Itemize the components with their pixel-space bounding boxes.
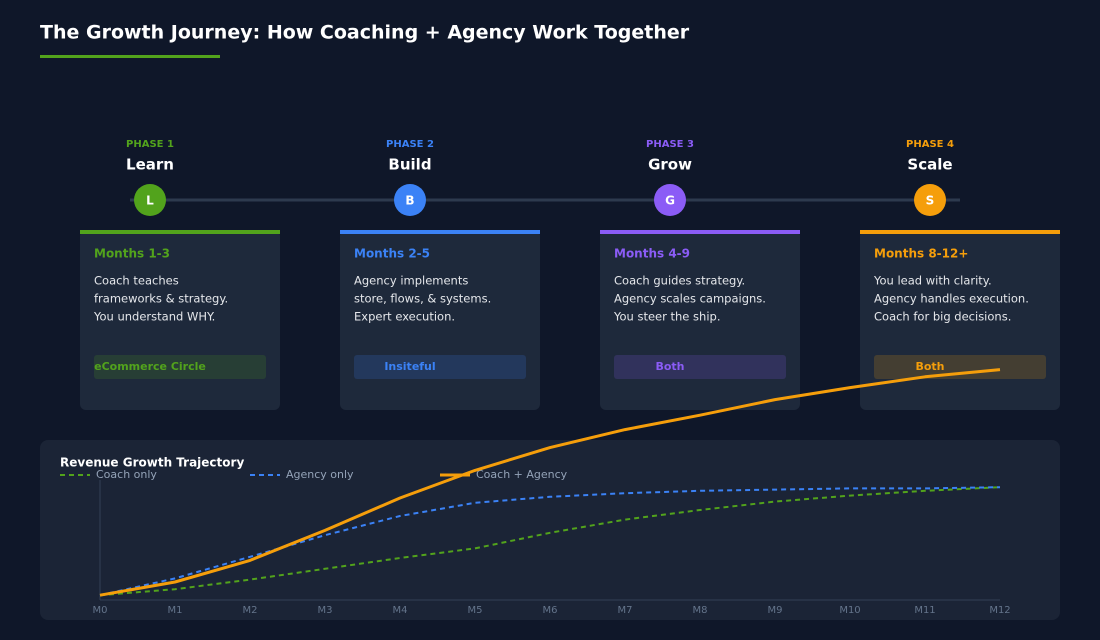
phase-name: Learn [126,156,174,174]
card-line: Coach teaches [94,274,179,288]
legend-label: Agency only [286,468,354,481]
page-title: The Growth Journey: How Coaching + Agenc… [40,22,690,44]
phase-card [860,230,1060,410]
x-tick-label: M10 [839,605,860,616]
phase-name: Build [388,156,431,174]
phase-dot [654,184,686,216]
x-tick-label: M11 [914,605,935,616]
card-line: Coach guides strategy. [614,274,745,288]
card-tag: Both [915,360,944,373]
phase-initial: G [665,194,675,208]
card-tag: Both [655,360,684,373]
card-tag: Insiteful [384,360,435,373]
phase-initial: L [146,194,154,208]
phase-label: PHASE 1 [126,139,174,150]
card-months: Months 8-12+ [874,247,968,261]
card-top-border [80,230,280,234]
card-tag-bg [94,355,266,379]
chart-panel [40,440,1060,620]
legend-label: Coach only [96,468,157,481]
card-tag-bg [614,355,786,379]
phase-card [80,230,280,410]
card-top-border [860,230,1060,234]
card-line: You steer the ship. [613,310,720,324]
card-months: Months 1-3 [94,247,170,261]
card-tag: eCommerce Circle [94,360,206,373]
card-tag-bg [354,355,526,379]
chart-title: Revenue Growth Trajectory [60,456,244,470]
card-top-border [600,230,800,234]
title-underline [40,55,220,58]
series-line [99,368,1001,597]
card-line: Agency scales campaigns. [614,292,766,306]
card-line: Agency handles execution. [874,292,1029,306]
phase-dot [394,184,426,216]
x-tick-label: M9 [768,605,783,616]
card-months: Months 4-9 [614,247,690,261]
x-tick-label: M8 [693,605,708,616]
x-tick-label: M0 [93,605,108,616]
x-tick-label: M4 [393,605,408,616]
phase-label: PHASE 3 [646,139,694,150]
card-top-border [340,230,540,234]
card-line: You understand WHY. [93,310,215,324]
phase-dot [914,184,946,216]
phase-name: Scale [907,156,952,174]
phase-dot [134,184,166,216]
phase-name: Grow [648,156,692,174]
phase-label: PHASE 4 [906,139,954,150]
card-line: frameworks & strategy. [94,292,228,306]
phase-initial: B [405,194,414,208]
card-tag-bg [874,355,1046,379]
series-line [99,486,1001,597]
x-tick-label: M1 [168,605,183,616]
card-line: You lead with clarity. [873,274,992,288]
x-tick-label: M7 [618,605,633,616]
phase-card [600,230,800,410]
phase-initial: S [926,194,935,208]
card-line: Coach for big decisions. [874,310,1011,324]
x-tick-label: M5 [468,605,483,616]
legend-label: Coach + Agency [476,468,568,481]
phase-card [340,230,540,410]
x-tick-label: M6 [543,605,558,616]
phase-label: PHASE 2 [386,139,434,150]
card-line: Agency implements [354,274,468,288]
x-tick-label: M12 [989,605,1010,616]
card-line: store, flows, & systems. [354,292,491,306]
x-tick-label: M2 [243,605,258,616]
x-tick-label: M3 [318,605,333,616]
card-line: Expert execution. [354,310,455,324]
series-line [99,486,1001,597]
card-months: Months 2-5 [354,247,430,261]
